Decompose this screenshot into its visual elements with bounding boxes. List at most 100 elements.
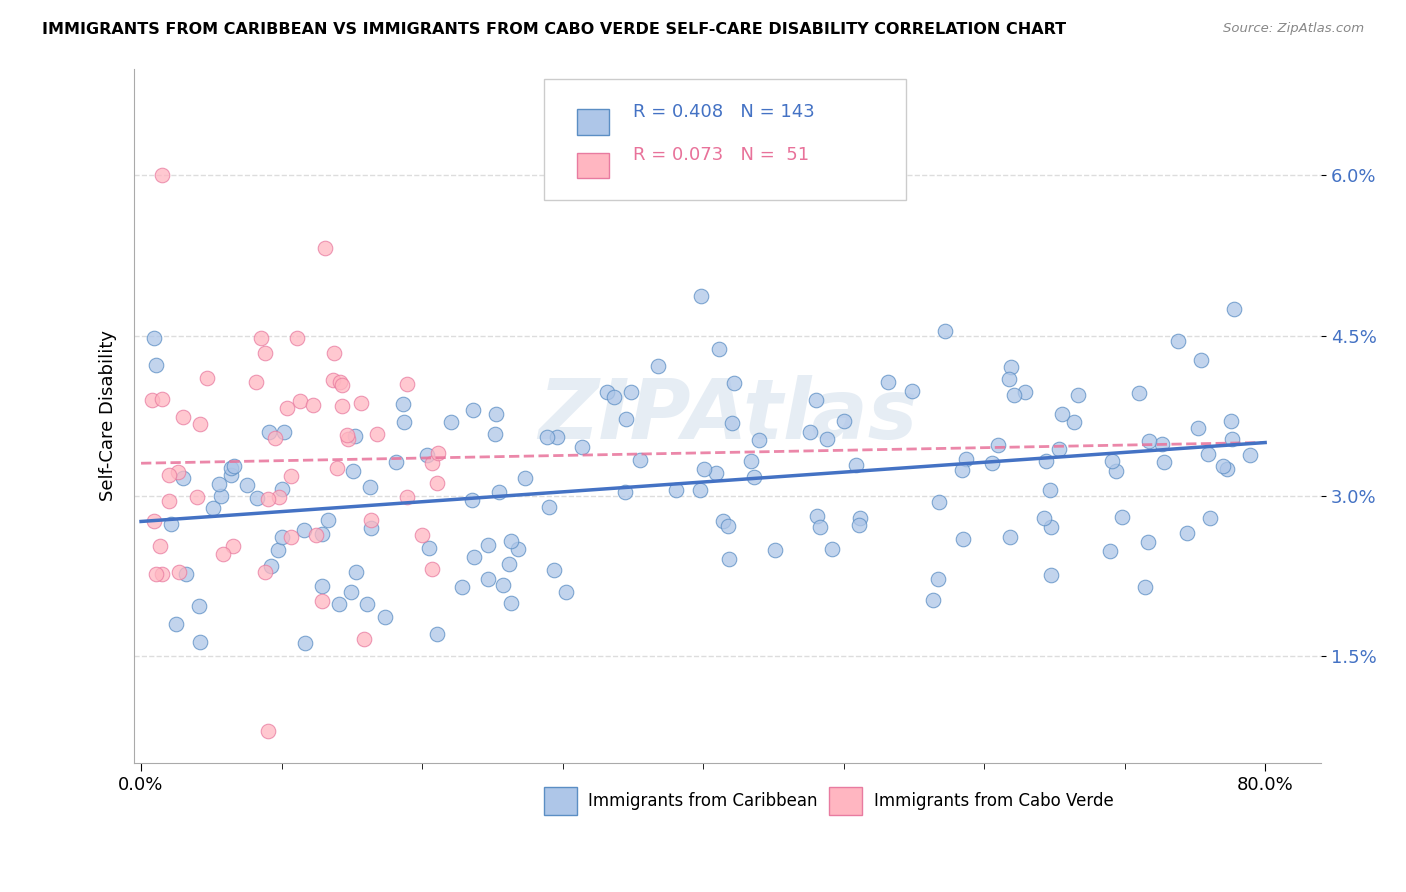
Point [952,532,974,546]
Point [804,393,827,408]
Point [143,331,166,345]
Point [145,358,167,372]
Point [332,378,354,392]
Point [1067,388,1090,402]
Point [1216,462,1239,476]
Point [187,599,209,613]
Point [167,566,190,580]
Point [314,241,336,255]
Point [704,466,727,480]
Point [485,408,508,422]
Point [166,465,188,479]
Point [188,635,211,649]
Point [356,597,378,611]
Point [555,585,578,599]
Text: IMMIGRANTS FROM CARIBBEAN VS IMMIGRANTS FROM CABO VERDE SELF-CARE DISABILITY COR: IMMIGRANTS FROM CARIBBEAN VS IMMIGRANTS … [42,22,1066,37]
Point [342,464,364,478]
Point [808,520,831,534]
Point [212,547,235,561]
Point [1167,334,1189,348]
Point [209,490,232,504]
Point [257,425,280,439]
Point [1197,446,1219,460]
Point [276,401,298,416]
Point [1222,301,1244,316]
Point [647,359,669,373]
Point [385,455,408,469]
Point [748,433,770,447]
Point [603,390,626,404]
Point [302,398,325,412]
Point [537,500,560,515]
Point [420,562,443,576]
Point [477,572,499,586]
Point [546,430,568,444]
Point [806,508,828,523]
Point [336,427,359,442]
Point [150,392,173,407]
Point [166,617,188,632]
Point [340,584,363,599]
Point [1133,580,1156,594]
Point [484,427,506,442]
Point [1063,415,1085,429]
Point [336,432,359,446]
Point [280,530,302,544]
Point [845,458,868,473]
Point [326,460,349,475]
Point [271,530,294,544]
Point [501,534,523,549]
Text: Source: ZipAtlas.com: Source: ZipAtlas.com [1223,22,1364,36]
Point [815,432,838,446]
Point [1199,511,1222,525]
Point [501,595,523,609]
Point [463,549,485,564]
Point [366,426,388,441]
Point [718,552,741,566]
Point [628,452,651,467]
Point [1002,388,1025,402]
Point [427,446,450,460]
Point [690,289,713,303]
Point [1104,464,1126,478]
Point [222,459,245,474]
Point [820,542,842,557]
FancyBboxPatch shape [544,78,905,201]
Point [411,527,433,541]
Point [461,493,484,508]
Point [799,425,821,440]
Point [1047,442,1070,457]
Point [901,384,924,398]
Point [160,516,183,531]
Point [254,346,277,360]
Point [1033,511,1056,525]
Point [1137,434,1160,448]
Point [142,514,165,528]
Point [256,723,278,738]
Point [515,471,537,485]
Point [1000,360,1022,375]
Point [536,430,558,444]
Point [1014,385,1036,400]
Y-axis label: Self-Care Disability: Self-Care Disability [100,330,117,501]
Point [1050,407,1073,421]
Point [571,440,593,454]
Point [395,377,418,392]
Point [273,425,295,439]
Point [266,542,288,557]
Point [740,454,762,468]
Point [328,597,350,611]
Point [323,346,346,360]
Point [488,484,510,499]
Point [922,593,945,607]
Point [353,632,375,647]
Point [221,539,243,553]
Point [260,558,283,573]
Point [221,468,243,483]
Point [157,467,180,482]
Point [849,510,872,524]
Point [614,412,637,426]
Point [311,594,333,608]
Point [498,557,520,571]
Point [149,539,172,553]
